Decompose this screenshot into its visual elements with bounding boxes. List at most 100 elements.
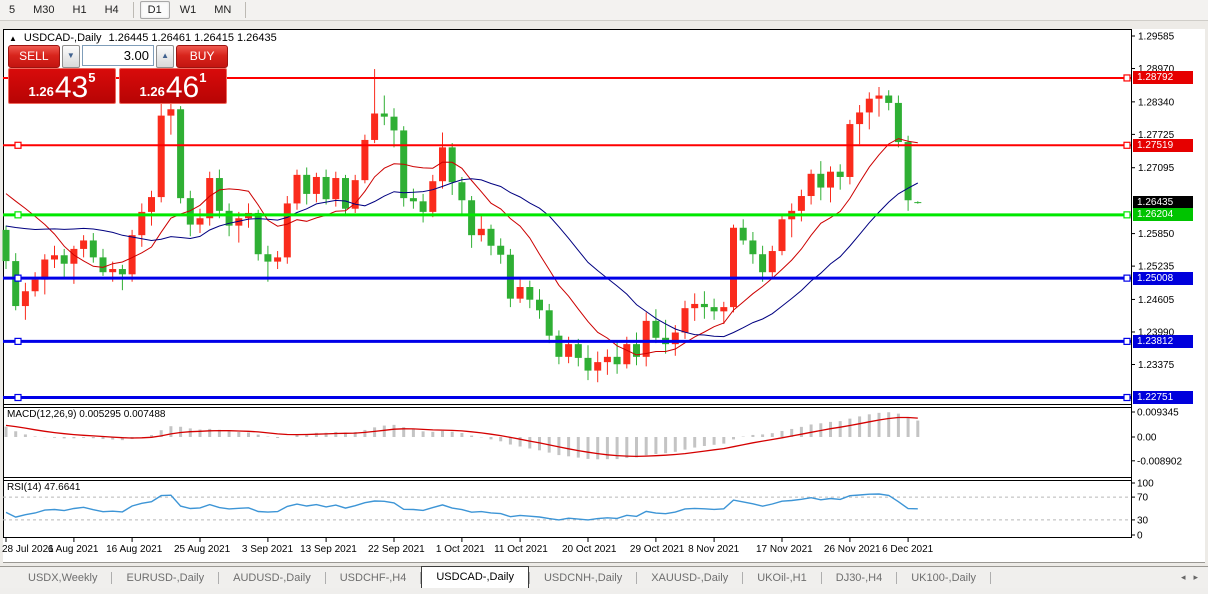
- chart-window: 1.29585 1.28970 1.28340 1.27725 1.27095 1.258…: [0, 21, 1208, 565]
- svg-text:30: 30: [1137, 515, 1149, 526]
- status-bar: [0, 588, 1208, 594]
- svg-text:1.25850: 1.25850: [1138, 229, 1175, 240]
- timeframe-button-W1[interactable]: W1: [179, 4, 197, 16]
- svg-text:6 Dec 2021: 6 Dec 2021: [882, 544, 934, 555]
- arrow-down-icon: ▼: [66, 51, 75, 60]
- svg-text:11 Oct 2021: 11 Oct 2021: [494, 544, 548, 555]
- line-handle: [1123, 393, 1131, 402]
- timeframe-button-D1[interactable]: D1: [139, 1, 170, 19]
- price-badge: 1.27519: [1133, 138, 1193, 152]
- svg-text:6 Aug 2021: 6 Aug 2021: [48, 544, 99, 555]
- timeframe-button-MN[interactable]: MN: [214, 4, 232, 16]
- chart-tab-USDCNH-Daily[interactable]: USDCNH-,Daily: [543, 572, 623, 584]
- tab-scroll-controls: ◂ ▸: [1181, 567, 1198, 588]
- svg-text:8 Nov 2021: 8 Nov 2021: [688, 544, 740, 555]
- svg-text:100: 100: [1137, 479, 1154, 490]
- toolbar-separator: [132, 2, 134, 18]
- ask-price-pip: 1: [199, 70, 207, 85]
- line-handle: [1123, 337, 1131, 345]
- tab-list: USDX,Weekly EURUSD-,Daily AUDUSD-,Daily USD…: [14, 566, 992, 588]
- svg-text:25 Aug 2021: 25 Aug 2021: [174, 544, 231, 555]
- macd-label: MACD(12,26,9) 0.005295 0.007488: [7, 409, 166, 420]
- tab-separator: [820, 572, 822, 584]
- tab-separator: [742, 572, 744, 584]
- svg-text:1.25235: 1.25235: [1138, 262, 1175, 273]
- ask-price-prefix: 1.26: [139, 84, 165, 99]
- svg-text:-0.008902: -0.008902: [1137, 456, 1182, 467]
- tab-separator: [420, 572, 422, 584]
- sell-button[interactable]: SELL: [8, 45, 60, 68]
- ask-price-big: 46: [165, 71, 200, 104]
- svg-text:1.27725: 1.27725: [1138, 130, 1175, 141]
- svg-text:1.27095: 1.27095: [1138, 163, 1175, 174]
- svg-text:28 Jul 2021: 28 Jul 2021: [2, 544, 54, 555]
- price-badge: 1.26204: [1133, 208, 1193, 222]
- line-handle: [14, 274, 22, 282]
- one-click-trading-panel: SELL ▼ ▲ BUY 1.26 43 5 1.26 46 1: [8, 45, 228, 104]
- line-handle: [14, 141, 22, 149]
- svg-text:1.28970: 1.28970: [1138, 64, 1175, 75]
- line-handle: [1123, 74, 1131, 82]
- tab-separator: [528, 572, 530, 584]
- chart-canvas[interactable]: 1.29585 1.28970 1.28340 1.27725 1.27095 1.258…: [0, 21, 1208, 565]
- chart-tab-UKOil-H1[interactable]: UKOil-,H1: [757, 572, 807, 584]
- svg-text:26 Nov 2021: 26 Nov 2021: [824, 544, 881, 555]
- svg-text:17 Nov 2021: 17 Nov 2021: [756, 544, 813, 555]
- bid-price-big: 43: [54, 71, 89, 104]
- line-handle: [14, 211, 22, 219]
- tab-separator: [218, 572, 220, 584]
- chart-tab-USDCAD-Daily[interactable]: USDCAD-,Daily: [421, 566, 529, 588]
- svg-text:1.23990: 1.23990: [1138, 327, 1175, 338]
- buy-button[interactable]: BUY: [176, 45, 228, 68]
- line-handle: [14, 337, 22, 345]
- toolbar-separator: [245, 2, 247, 18]
- timeframe-button-H1[interactable]: H1: [72, 4, 87, 16]
- svg-text:16 Aug 2021: 16 Aug 2021: [106, 544, 163, 555]
- bid-quote-box[interactable]: 1.26 43 5: [8, 68, 116, 104]
- tab-separator: [636, 572, 638, 584]
- tab-separator: [324, 572, 326, 584]
- chart-tab-XAUUSD-Daily[interactable]: XAUUSD-,Daily: [651, 572, 729, 584]
- svg-text:13 Sep 2021: 13 Sep 2021: [300, 544, 357, 555]
- svg-text:70: 70: [1137, 493, 1149, 504]
- svg-text:1.28340: 1.28340: [1138, 97, 1175, 108]
- tab-separator: [990, 572, 992, 584]
- chart-tab-DJ30-H4[interactable]: DJ30-,H4: [835, 572, 883, 584]
- volume-input[interactable]: [82, 45, 154, 66]
- collapse-icon[interactable]: ▲: [9, 33, 17, 43]
- timeframe-button-M30[interactable]: M30: [33, 4, 55, 16]
- svg-text:3 Sep 2021: 3 Sep 2021: [242, 544, 294, 555]
- line-handle: [1123, 141, 1131, 149]
- bid-price-pip: 5: [88, 70, 96, 85]
- timeframe-toolbar: 5 M30 H1 H4 D1 W1 MN: [0, 0, 1208, 21]
- volume-decrease-button[interactable]: ▼: [61, 45, 80, 68]
- chart-tab-AUDUSD-Daily[interactable]: AUDUSD-,Daily: [233, 572, 311, 584]
- chart-tab-USDX-Weekly[interactable]: USDX,Weekly: [28, 572, 98, 584]
- tab-scroll-left-icon[interactable]: ◂: [1180, 572, 1186, 582]
- line-handle: [14, 393, 22, 402]
- rsi-label: RSI(14) 47.6641: [7, 482, 81, 493]
- timeframe-button-H4[interactable]: H4: [104, 4, 119, 16]
- tab-scroll-right-icon[interactable]: ▸: [1193, 572, 1198, 582]
- price-badge: 1.22751: [1133, 391, 1193, 405]
- chart-ohlc-label: 1.26445 1.26461 1.26415 1.26435: [108, 32, 277, 44]
- chart-symbol-label: USDCAD-,Daily: [23, 32, 102, 44]
- svg-text:0.009345: 0.009345: [1137, 408, 1179, 419]
- chart-tab-UK100-Daily[interactable]: UK100-,Daily: [911, 572, 977, 584]
- chart-tab-USDCHF-H4[interactable]: USDCHF-,H4: [339, 572, 407, 584]
- arrow-up-icon: ▲: [161, 51, 170, 60]
- volume-increase-button[interactable]: ▲: [156, 45, 175, 68]
- svg-text:1 Oct 2021: 1 Oct 2021: [436, 544, 485, 555]
- chart-tab-EURUSD-Daily[interactable]: EURUSD-,Daily: [126, 572, 205, 584]
- tab-separator: [111, 572, 113, 584]
- timeframe-button-5[interactable]: 5: [9, 4, 16, 16]
- price-badge: 1.25008: [1133, 271, 1193, 285]
- bid-price-prefix: 1.26: [28, 84, 54, 99]
- price-badge: 1.28792: [1133, 71, 1193, 85]
- ask-quote-box[interactable]: 1.26 46 1: [119, 68, 227, 104]
- svg-text:22 Sep 2021: 22 Sep 2021: [368, 544, 425, 555]
- svg-text:0.00: 0.00: [1137, 433, 1157, 444]
- line-handle: [1123, 274, 1131, 282]
- svg-text:0: 0: [1137, 531, 1143, 542]
